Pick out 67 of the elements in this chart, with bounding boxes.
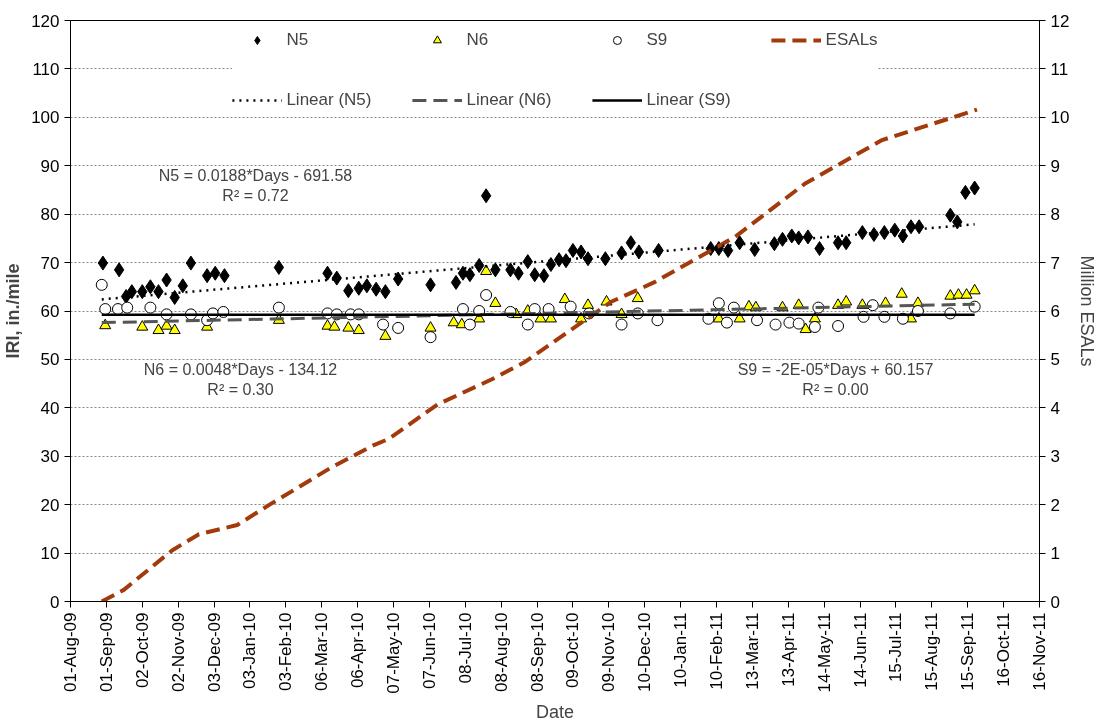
x-tick-label: 16-Oct-11 xyxy=(994,612,1014,687)
x-tick-label: 10-Dec-10 xyxy=(635,612,655,692)
annotation: S9 = -2E-05*Days + 60.157 R² = 0.00 xyxy=(737,360,934,399)
x-tick-label: 09-Nov-10 xyxy=(599,612,619,692)
y-tick-label: 50 xyxy=(40,350,60,370)
y-axis-title: IRI, in./mile xyxy=(3,263,24,359)
x-tick-label: 09-Oct-10 xyxy=(563,612,583,689)
y2-tick-label: 6 xyxy=(1050,302,1060,321)
y-tick-label: 30 xyxy=(40,447,60,467)
x-tick-label: 16-Nov-11 xyxy=(1030,612,1049,691)
x-tick-label: 15-Sep-11 xyxy=(958,612,978,691)
x-tick-label: 08-Jul-10 xyxy=(455,612,475,684)
y-tick-label: 70 xyxy=(40,253,60,273)
x-tick-label: 08-Aug-10 xyxy=(491,612,511,692)
y2-tick-label: 5 xyxy=(1050,350,1060,370)
x-tick-label: 15-Jul-11 xyxy=(886,612,906,683)
x-tick-label: 02-Oct-09 xyxy=(132,612,152,689)
y2-tick-label: 1 xyxy=(1050,544,1060,564)
x-tick-label: 01-Sep-09 xyxy=(96,612,116,692)
y-tick-label: 0 xyxy=(50,592,60,612)
legend-label: N6 xyxy=(466,30,489,50)
x-axis-title: Date xyxy=(535,701,575,722)
y2-tick-label: 12 xyxy=(1050,11,1070,31)
legend-label: ESALs xyxy=(825,30,878,50)
y-tick-label: 90 xyxy=(40,156,60,176)
x-tick-label: 03-Feb-10 xyxy=(276,612,296,691)
x-tick-label: 06-Mar-10 xyxy=(312,612,332,691)
y-tick-label: 40 xyxy=(40,398,60,418)
annotation: N6 = 0.0048*Days - 134.12 R² = 0.30 xyxy=(143,360,338,399)
x-tick-label: 10-Feb-11 xyxy=(707,612,726,690)
legend-label: Linear (N6) xyxy=(466,90,552,110)
legend-label: S9 xyxy=(646,30,668,50)
x-tick-label: 14-Jun-11 xyxy=(850,612,870,688)
y-tick-label: 20 xyxy=(40,495,60,515)
x-tick-label: 03-Jan-10 xyxy=(240,612,260,690)
x-tick-label: 10-Jan-11 xyxy=(671,612,691,688)
y-tick-label: 100 xyxy=(31,108,60,128)
x-tick-label: 07-May-10 xyxy=(384,612,403,694)
y-tick-label: 120 xyxy=(31,11,60,31)
y2-tick-label: 8 xyxy=(1050,205,1060,225)
x-tick-label: 01-Aug-09 xyxy=(61,612,80,692)
y2-tick-label: 10 xyxy=(1050,108,1070,128)
x-tick-label: 07-Jun-10 xyxy=(419,612,439,690)
y2-tick-label: 4 xyxy=(1050,398,1060,418)
y-tick-label: 10 xyxy=(40,544,60,564)
x-tick-label: 13-Apr-11 xyxy=(778,612,798,687)
legend-label: N5 xyxy=(286,30,309,50)
y-tick-label: 80 xyxy=(40,205,60,225)
x-tick-label: 08-Sep-10 xyxy=(527,612,547,692)
y2-tick-label: 2 xyxy=(1050,495,1060,515)
x-tick-label: 14-May-11 xyxy=(814,612,834,693)
y2-tick-label: 9 xyxy=(1050,156,1060,176)
y-tick-label: 110 xyxy=(32,59,60,79)
y2-tick-label: 11 xyxy=(1050,59,1069,79)
x-tick-label: 03-Dec-09 xyxy=(204,612,224,692)
x-tick-label: 06-Apr-10 xyxy=(348,612,368,689)
x-tick-label: 15-Aug-11 xyxy=(922,612,942,691)
y-tick-label: 60 xyxy=(40,302,60,321)
y2-axis-title: Million ESALs xyxy=(1077,255,1098,367)
y2-tick-label: 3 xyxy=(1050,447,1060,467)
legend-label: Linear (S9) xyxy=(646,90,731,110)
y2-tick-label: 0 xyxy=(1050,592,1060,612)
x-tick-label: 02-Nov-09 xyxy=(168,612,188,692)
y2-tick-label: 7 xyxy=(1050,253,1060,273)
x-tick-label: 13-Mar-11 xyxy=(742,612,762,690)
legend-label: Linear (N5) xyxy=(286,90,372,110)
annotation: N5 = 0.0188*Days - 691.58 R² = 0.72 xyxy=(158,166,353,205)
